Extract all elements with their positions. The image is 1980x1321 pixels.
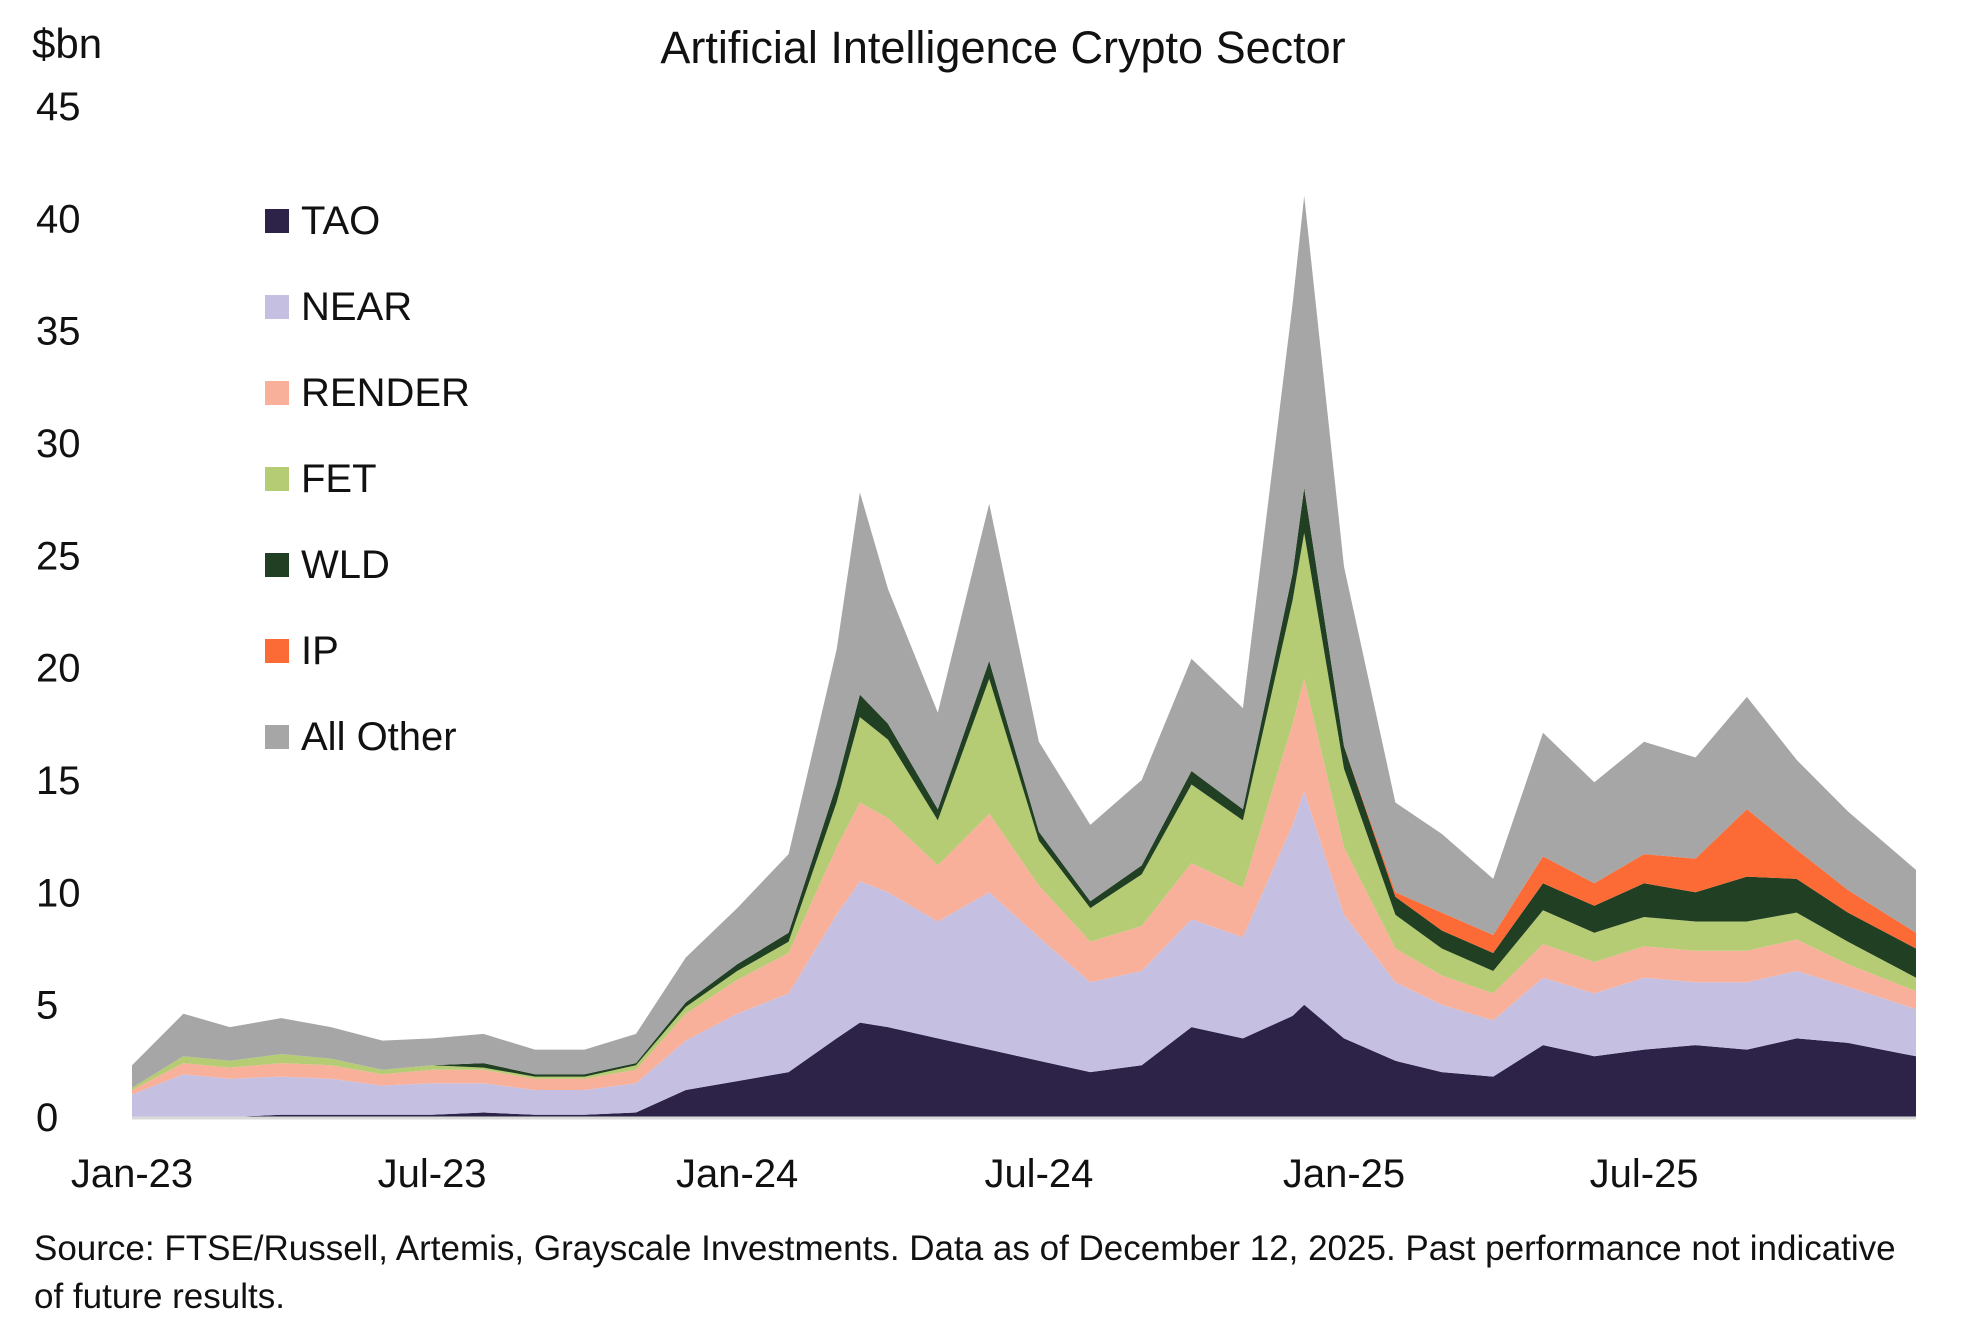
x-tick-label: Jan-25 <box>1283 1152 1405 1196</box>
y-tick-label: 0 <box>36 1096 58 1140</box>
legend-label: NEAR <box>301 284 413 329</box>
chart-title: Artificial Intelligence Crypto Sector <box>660 22 1346 73</box>
x-tick-label: Jan-23 <box>71 1152 193 1196</box>
legend-swatch <box>265 553 289 577</box>
x-tick-label: Jul-25 <box>1590 1152 1699 1196</box>
legend-item-all-other: All Other <box>265 694 470 780</box>
legend-item-ip: IP <box>265 608 470 694</box>
y-tick-label: 20 <box>36 647 81 691</box>
legend: TAO NEAR RENDER FET WLD IP All Other <box>265 178 470 780</box>
y-tick-label: 5 <box>36 984 58 1028</box>
legend-label: WLD <box>301 542 390 587</box>
y-axis-unit-label: $bn <box>32 20 103 67</box>
y-tick-label: 35 <box>36 310 81 354</box>
y-axis-ticks: 0 5 10 15 20 25 30 35 40 45 <box>36 85 81 1140</box>
legend-swatch <box>265 467 289 491</box>
area-all-other <box>132 195 1916 1088</box>
area-near <box>132 791 1916 1117</box>
x-tick-label: Jul-23 <box>378 1152 487 1196</box>
x-tick-label: Jan-24 <box>676 1152 798 1196</box>
legend-label: FET <box>301 456 377 501</box>
legend-label: IP <box>301 628 339 673</box>
x-tick-label: Jul-24 <box>984 1152 1093 1196</box>
x-axis-ticks: Jan-23 Jul-23 Jan-24 Jul-24 Jan-25 Jul-25 <box>71 1152 1699 1196</box>
legend-swatch <box>265 209 289 233</box>
y-tick-label: 45 <box>36 85 81 129</box>
legend-label: TAO <box>301 198 381 243</box>
legend-swatch <box>265 381 289 405</box>
area-fet <box>132 532 1916 1090</box>
area-tao <box>132 1004 1916 1117</box>
legend-swatch <box>265 639 289 663</box>
legend-swatch <box>265 295 289 319</box>
legend-item-tao: TAO <box>265 178 470 264</box>
y-tick-label: 25 <box>36 534 81 578</box>
y-tick-label: 40 <box>36 197 81 241</box>
y-tick-label: 15 <box>36 759 81 803</box>
y-tick-label: 30 <box>36 422 81 466</box>
source-note: Source: FTSE/Russell, Artemis, Grayscale… <box>34 1229 1896 1316</box>
legend-swatch <box>265 725 289 749</box>
legend-item-wld: WLD <box>265 522 470 608</box>
legend-label: All Other <box>301 714 457 759</box>
area-wld <box>132 487 1916 1088</box>
area-render <box>132 678 1916 1095</box>
legend-item-render: RENDER <box>265 350 470 436</box>
legend-item-near: NEAR <box>265 264 470 350</box>
legend-item-fet: FET <box>265 436 470 522</box>
area-layers <box>132 195 1916 1117</box>
area-ip <box>132 487 1916 1088</box>
legend-label: RENDER <box>301 370 470 415</box>
y-tick-label: 10 <box>36 871 81 915</box>
